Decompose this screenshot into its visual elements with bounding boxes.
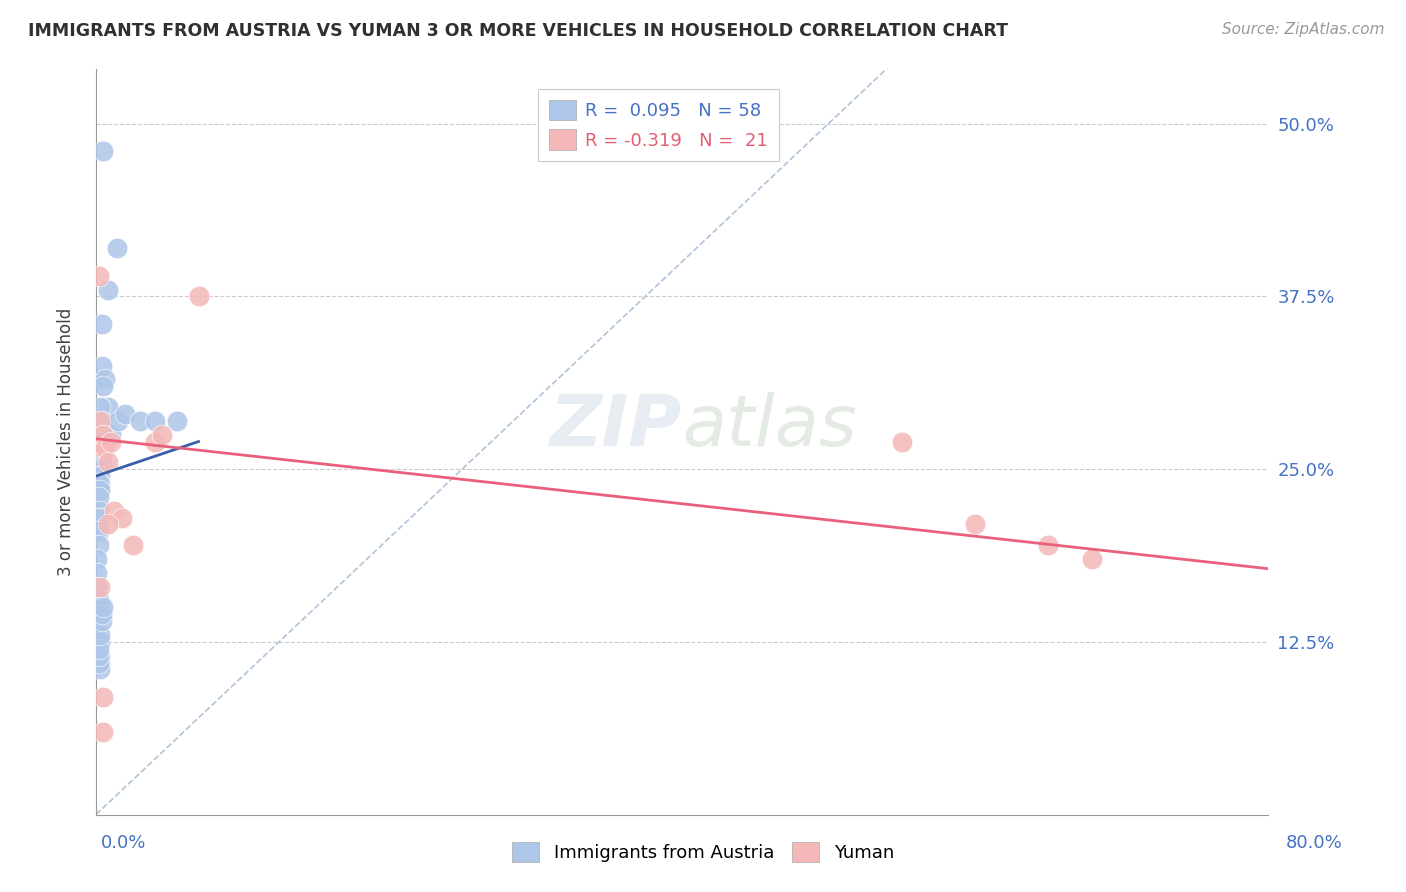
Point — [890, 434, 912, 449]
Point — [90, 317, 112, 331]
Point — [143, 434, 166, 449]
Point — [86, 580, 108, 594]
Point — [97, 455, 120, 469]
Point — [963, 517, 986, 532]
Point — [87, 656, 110, 670]
Y-axis label: 3 or more Vehicles in Household: 3 or more Vehicles in Household — [58, 308, 75, 575]
Point — [100, 434, 122, 449]
Point — [89, 455, 111, 469]
Point — [90, 442, 112, 456]
Point — [89, 663, 111, 677]
Point — [94, 442, 117, 456]
Text: 80.0%: 80.0% — [1286, 834, 1343, 852]
Point — [105, 241, 128, 255]
Point — [86, 614, 108, 628]
Point — [89, 442, 111, 456]
Point — [91, 427, 114, 442]
Point — [129, 414, 152, 428]
Point — [87, 475, 110, 490]
Point — [107, 414, 129, 428]
Point — [87, 593, 110, 607]
Point — [87, 503, 110, 517]
Point — [87, 648, 110, 663]
Point — [90, 455, 112, 469]
Point — [166, 414, 188, 428]
Point — [89, 656, 111, 670]
Legend: R =  0.095   N = 58, R = -0.319   N =  21: R = 0.095 N = 58, R = -0.319 N = 21 — [538, 88, 779, 161]
Point — [90, 414, 112, 428]
Point — [87, 600, 110, 615]
Point — [89, 462, 111, 476]
Point — [87, 641, 110, 656]
Text: IMMIGRANTS FROM AUSTRIA VS YUMAN 3 OR MORE VEHICLES IN HOUSEHOLD CORRELATION CHA: IMMIGRANTS FROM AUSTRIA VS YUMAN 3 OR MO… — [28, 22, 1008, 40]
Point — [121, 538, 143, 552]
Point — [89, 635, 111, 649]
Point — [91, 724, 114, 739]
Point — [94, 372, 117, 386]
Point — [87, 469, 110, 483]
Point — [150, 427, 173, 442]
Point — [87, 607, 110, 622]
Point — [90, 442, 112, 456]
Point — [86, 524, 108, 539]
Point — [1036, 538, 1059, 552]
Point — [91, 690, 114, 705]
Point — [86, 621, 108, 635]
Point — [91, 379, 114, 393]
Text: Source: ZipAtlas.com: Source: ZipAtlas.com — [1222, 22, 1385, 37]
Point — [111, 510, 134, 524]
Point — [87, 510, 110, 524]
Point — [100, 427, 122, 442]
Point — [1081, 552, 1104, 566]
Point — [87, 490, 110, 504]
Point — [87, 538, 110, 552]
Point — [89, 469, 111, 483]
Text: atlas: atlas — [682, 392, 856, 461]
Point — [86, 552, 108, 566]
Point — [90, 614, 112, 628]
Point — [114, 407, 136, 421]
Point — [87, 268, 110, 283]
Text: 0.0%: 0.0% — [101, 834, 146, 852]
Point — [97, 283, 120, 297]
Point — [89, 427, 111, 442]
Point — [89, 475, 111, 490]
Point — [90, 434, 112, 449]
Point — [187, 289, 209, 303]
Legend: Immigrants from Austria, Yuman: Immigrants from Austria, Yuman — [505, 834, 901, 870]
Point — [143, 414, 166, 428]
Point — [89, 442, 111, 456]
Point — [91, 145, 114, 159]
Point — [87, 635, 110, 649]
Point — [91, 600, 114, 615]
Point — [103, 503, 125, 517]
Point — [86, 566, 108, 580]
Point — [97, 517, 120, 532]
Point — [87, 510, 110, 524]
Point — [89, 648, 111, 663]
Point — [91, 427, 114, 442]
Point — [87, 648, 110, 663]
Point — [97, 400, 120, 414]
Point — [87, 524, 110, 539]
Point — [89, 483, 111, 497]
Point — [89, 414, 111, 428]
Point — [89, 580, 111, 594]
Point — [89, 628, 111, 642]
Point — [90, 607, 112, 622]
Point — [90, 359, 112, 373]
Point — [89, 400, 111, 414]
Text: ZIP: ZIP — [550, 392, 682, 461]
